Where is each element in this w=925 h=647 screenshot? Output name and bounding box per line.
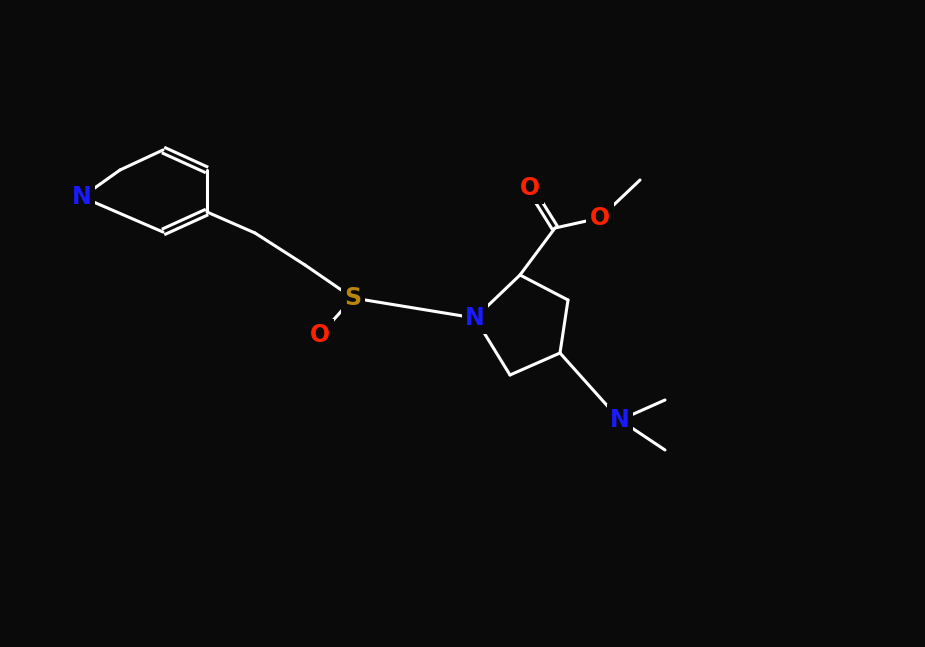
Text: N: N — [72, 185, 92, 209]
Text: O: O — [590, 206, 610, 230]
Text: S: S — [344, 286, 362, 310]
Text: N: N — [610, 408, 630, 432]
Text: O: O — [520, 176, 540, 200]
Text: N: N — [465, 306, 485, 330]
Text: O: O — [310, 323, 330, 347]
